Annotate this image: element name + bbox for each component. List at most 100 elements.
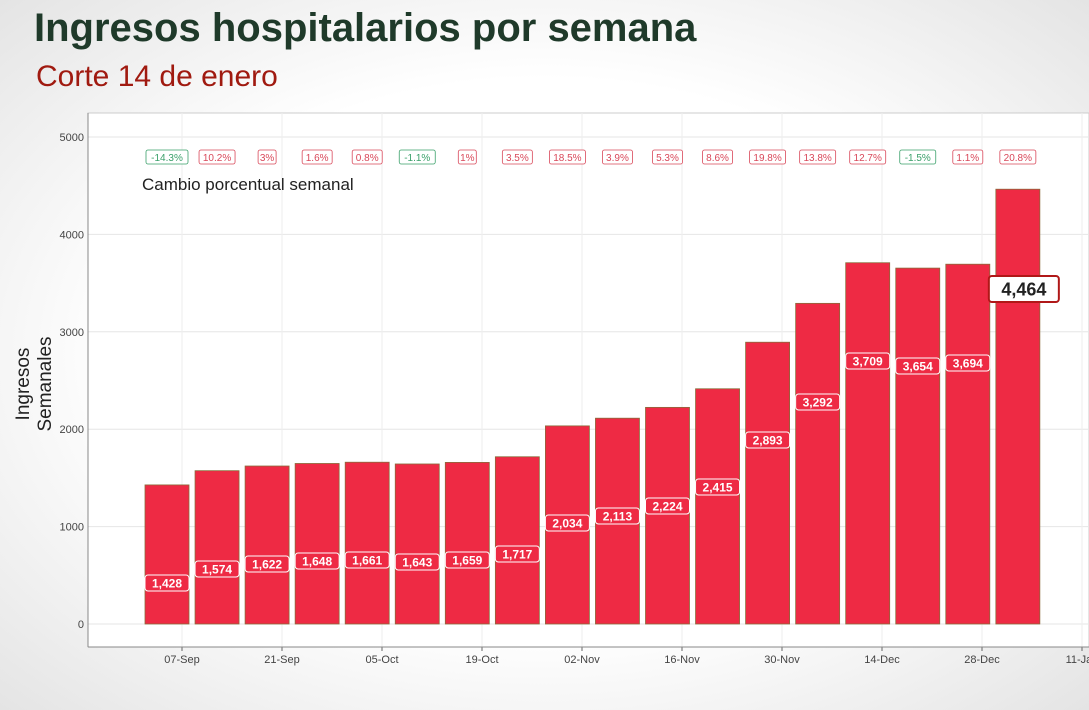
pct-change-label: 13.8% <box>803 153 831 164</box>
value-label: 3,654 <box>903 359 933 373</box>
value-label: 2,415 <box>703 480 733 494</box>
bar <box>745 341 790 625</box>
value-label-box <box>194 560 240 578</box>
pct-change-box <box>198 149 236 165</box>
pct-change-box <box>999 149 1037 165</box>
value-label: 1,428 <box>152 576 182 590</box>
x-tick-label: 05-Oct <box>365 654 398 666</box>
pct-change-label: 20.8% <box>1004 153 1032 164</box>
pct-change-box <box>501 149 533 165</box>
y-tick-label: 5000 <box>60 132 84 144</box>
value-label-box <box>544 514 590 532</box>
value-label-box <box>494 545 540 563</box>
bar <box>444 462 490 625</box>
pct-change-box <box>301 149 333 165</box>
pct-change-box <box>952 149 984 165</box>
bar <box>294 463 340 625</box>
value-label: 1,622 <box>252 557 282 571</box>
x-tick-label: 21-Sep <box>264 654 299 666</box>
value-label-box <box>695 478 741 496</box>
bar <box>344 461 390 625</box>
value-label-box <box>745 431 791 449</box>
y-tick-label: 0 <box>78 619 84 631</box>
value-label: 3,709 <box>853 354 883 368</box>
bar <box>194 470 240 625</box>
y-tick-label: 2000 <box>60 424 84 436</box>
value-label-box <box>294 552 340 570</box>
bar <box>645 406 690 625</box>
value-label: 3,292 <box>803 395 833 409</box>
x-tick-label: 30-Nov <box>764 654 800 666</box>
pct-change-label: 12.7% <box>854 153 882 164</box>
page-subtitle: Corte 14 de enero <box>36 60 278 93</box>
value-label: 2,224 <box>652 499 682 513</box>
value-label: 1,643 <box>402 555 432 569</box>
pct-change-label: 0.8% <box>356 153 379 164</box>
x-tick-label: 14-Dec <box>864 654 900 666</box>
value-label-box <box>244 555 290 573</box>
bar <box>845 262 891 625</box>
x-tick-label: 11-Jan <box>1066 654 1089 666</box>
pct-change-label: 3% <box>260 153 275 164</box>
pct-change-box <box>351 149 383 165</box>
value-label-box <box>895 357 941 375</box>
pct-change-box <box>652 149 683 165</box>
pct-change-label: 19.8% <box>753 153 781 164</box>
value-label-box <box>144 574 190 592</box>
bar <box>695 388 740 625</box>
pct-change-box <box>145 149 189 165</box>
bar <box>895 267 941 625</box>
pct-change-box <box>899 149 937 165</box>
pct-change-label: 1.1% <box>956 153 979 164</box>
y-tick-label: 4000 <box>60 229 84 241</box>
annotation-label: Cambio porcentual semanal <box>142 175 354 194</box>
pct-change-box <box>799 149 837 165</box>
pct-change-label: 1% <box>460 153 475 164</box>
value-label-box <box>795 393 841 411</box>
value-label: 1,574 <box>202 562 232 576</box>
bar <box>945 263 991 625</box>
pct-change-box <box>749 149 786 165</box>
value-label-box <box>645 497 690 515</box>
pct-change-label: 8.6% <box>706 153 729 164</box>
y-tick-label: 1000 <box>60 522 84 534</box>
x-tick-label: 28-Dec <box>964 654 1000 666</box>
pct-change-box <box>457 149 477 165</box>
bar <box>494 456 540 625</box>
bar <box>394 463 440 625</box>
y-tick-label: 3000 <box>60 327 84 339</box>
value-label-box <box>845 352 891 370</box>
page-title: Ingresos hospitalarios por semana <box>34 6 697 50</box>
x-tick-label: 16-Nov <box>664 654 700 666</box>
pct-change-label: 18.5% <box>553 153 581 164</box>
pct-change-label: 1.6% <box>306 153 329 164</box>
value-label-box <box>945 354 991 372</box>
bar <box>795 302 841 625</box>
pct-change-label: -14.3% <box>151 153 183 164</box>
value-label: 2,113 <box>603 509 633 523</box>
pct-change-box <box>849 149 887 165</box>
pct-change-box <box>602 149 633 165</box>
pct-change-box <box>549 149 586 165</box>
x-tick-label: 07-Sep <box>164 654 199 666</box>
pct-change-label: 3.9% <box>606 153 629 164</box>
value-label: 1,717 <box>502 547 532 561</box>
value-label: 3,694 <box>953 356 983 370</box>
pct-change-label: 5.3% <box>656 153 679 164</box>
value-label: 2,893 <box>753 433 783 447</box>
value-label: 1,659 <box>452 553 482 567</box>
value-label-box <box>594 507 640 525</box>
pct-change-label: -1.5% <box>905 153 931 164</box>
pct-change-label: 3.5% <box>506 153 529 164</box>
value-label: 2,034 <box>552 516 582 530</box>
pct-change-box <box>702 149 733 165</box>
x-tick-label: 19-Oct <box>465 654 498 666</box>
pct-change-box <box>257 149 277 165</box>
value-label-box <box>444 551 490 569</box>
value-label-box <box>344 551 390 569</box>
bar <box>144 484 190 625</box>
value-label-box <box>394 553 440 571</box>
pct-change-label: 10.2% <box>203 153 231 164</box>
bar <box>995 188 1041 625</box>
